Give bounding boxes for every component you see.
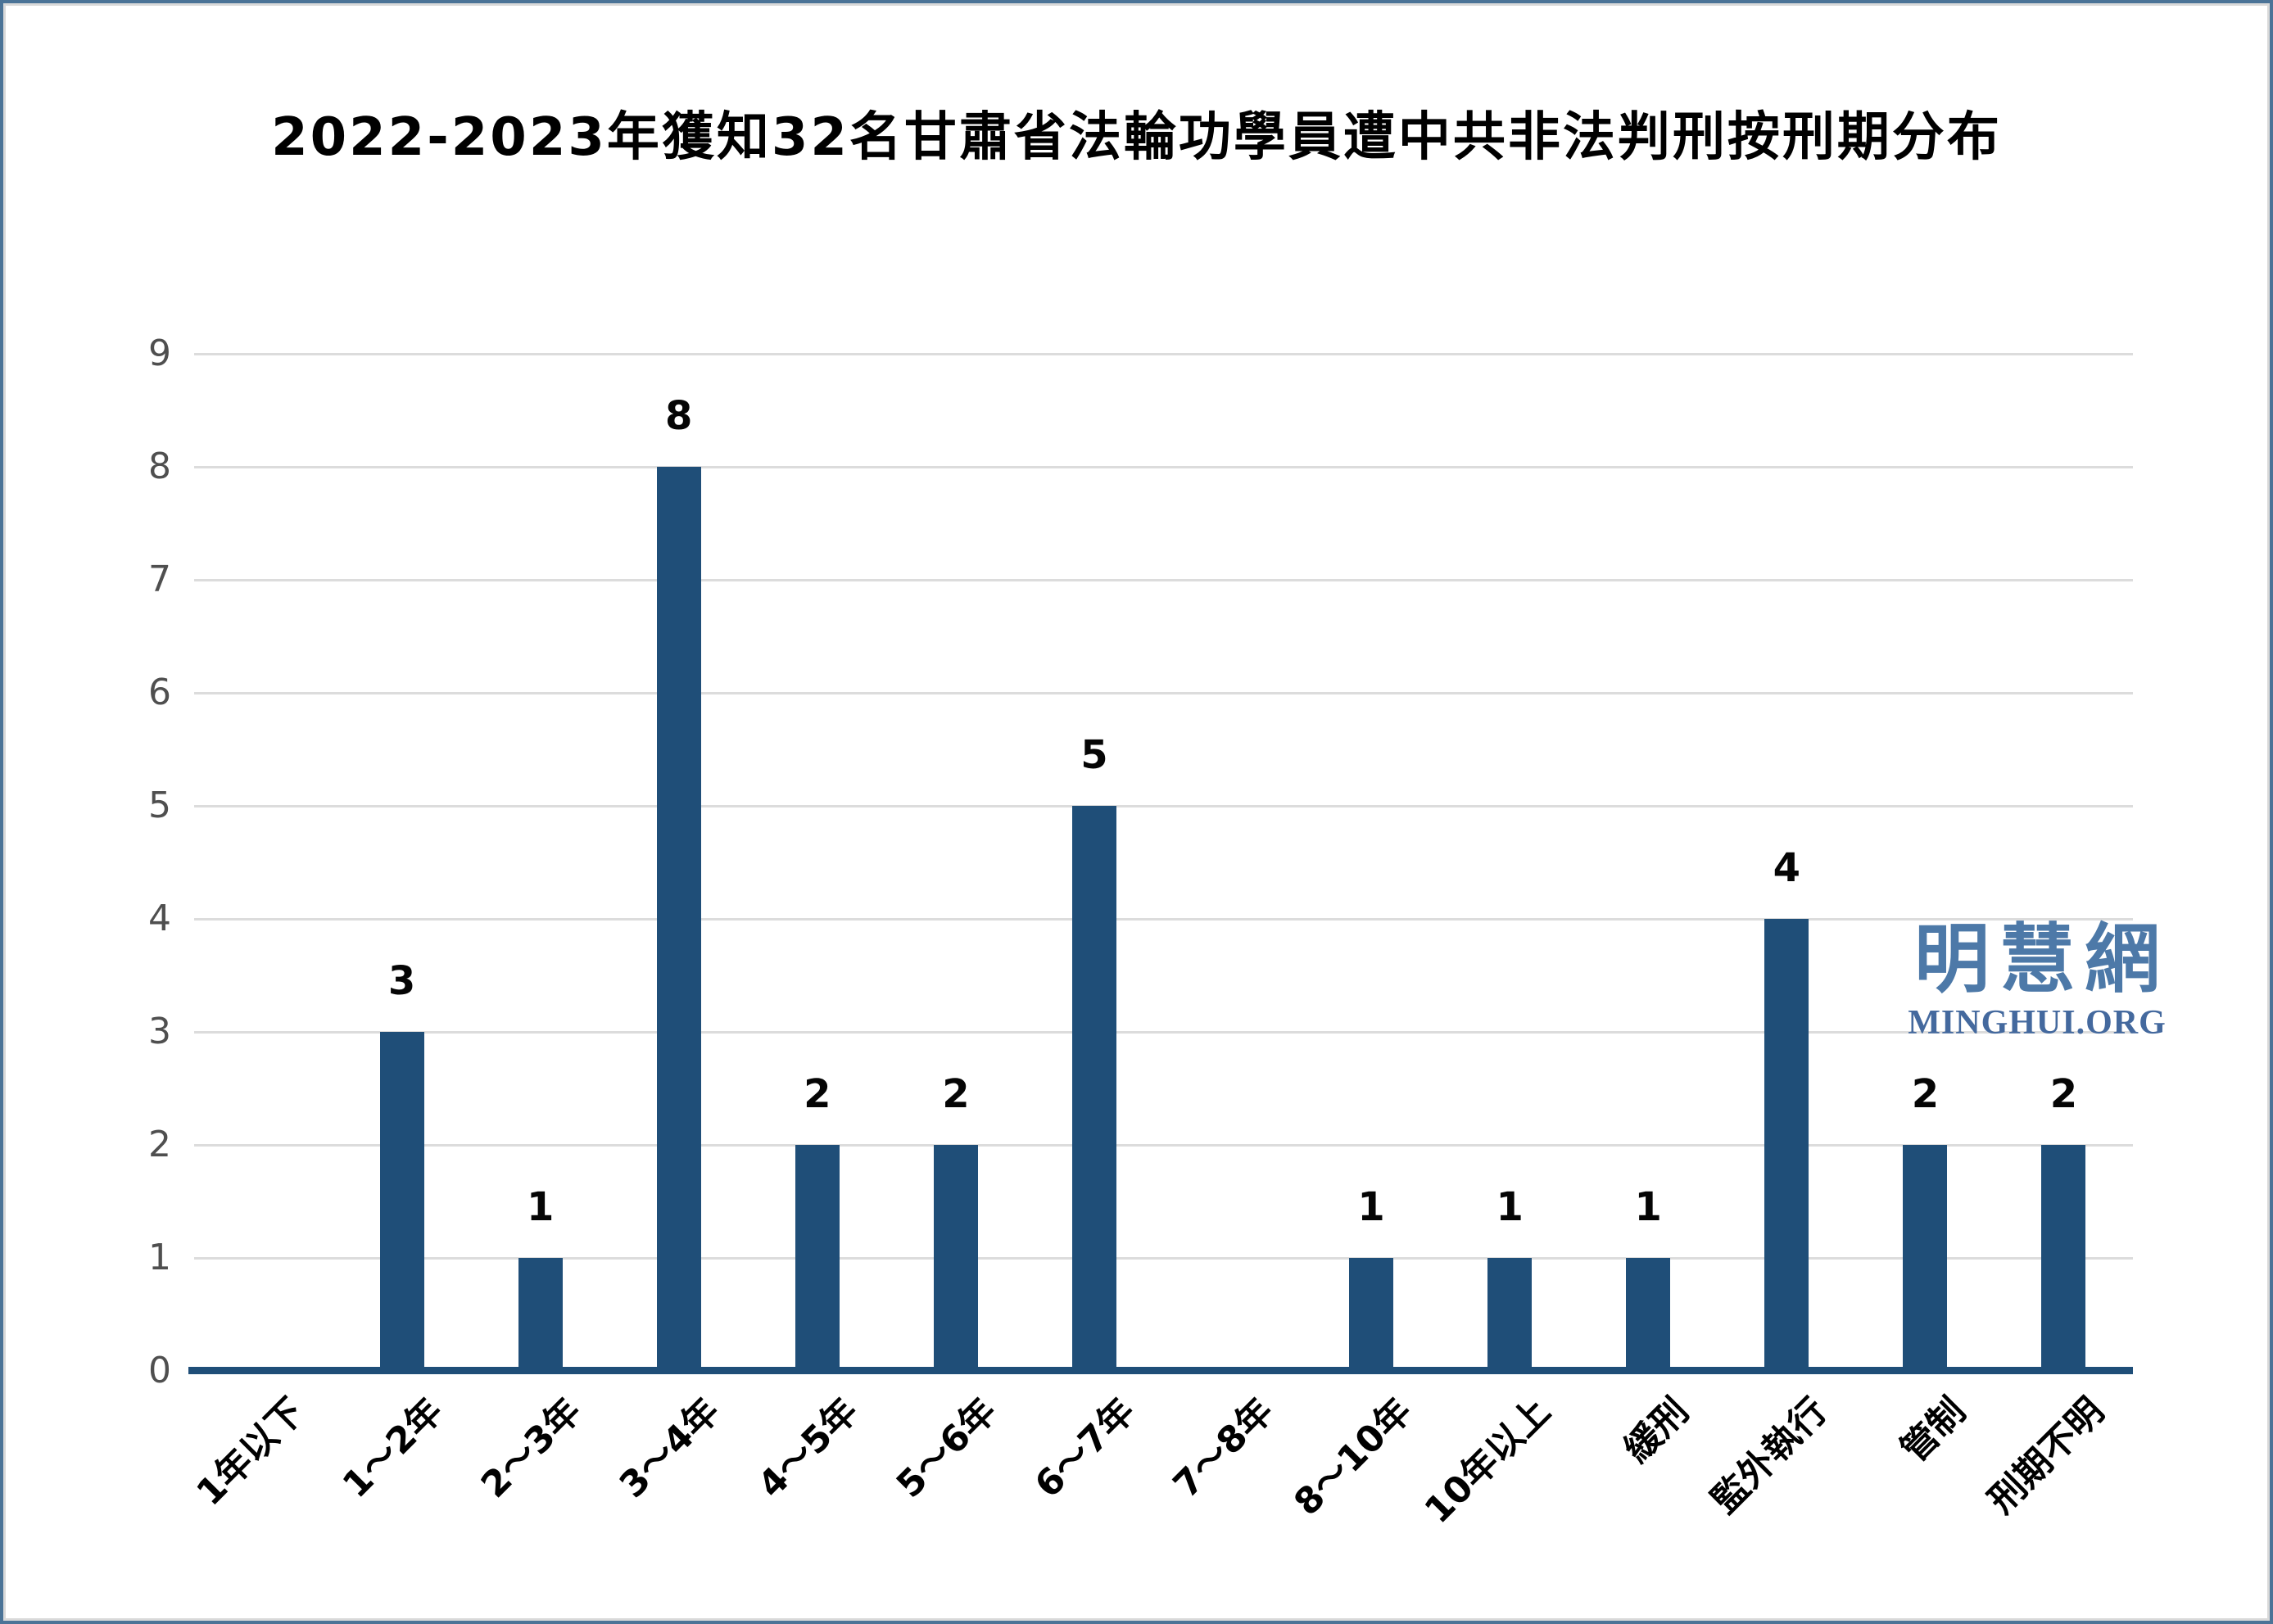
- bar-value-label: 2: [942, 1071, 970, 1117]
- y-tick-label-8: 8: [148, 446, 171, 487]
- bar-5～6年: [933, 1145, 978, 1371]
- bar-value-label: 1: [1496, 1184, 1524, 1230]
- bar-監外執行: [1764, 919, 1809, 1371]
- bar-緩刑: [1626, 1258, 1671, 1371]
- bar-value-label: 2: [1911, 1071, 1940, 1117]
- minghui-logo-latin-text: MINGHUI.ORG: [1908, 1004, 2167, 1042]
- bar-value-label: 1: [1634, 1184, 1662, 1230]
- bar-value-label: 3: [387, 958, 416, 1004]
- chart-title: 2022-2023年獲知32名甘肅省法輪功學員遭中共非法判刑按刑期分布: [271, 107, 2002, 168]
- gridline-3: [194, 1030, 2133, 1034]
- gridline-4: [194, 917, 2133, 921]
- bar-value-label: 2: [2049, 1071, 2078, 1117]
- y-tick-label-5: 5: [148, 785, 171, 826]
- y-tick-label-6: 6: [148, 672, 171, 713]
- y-tick-label-3: 3: [148, 1011, 171, 1052]
- bar-value-label: 5: [1080, 732, 1108, 778]
- gridline-9: [194, 352, 2133, 355]
- bar-刑期不明: [2041, 1145, 2086, 1371]
- x-axis-line: [188, 1367, 2133, 1374]
- gridline-1: [194, 1256, 2133, 1260]
- bar-2～3年: [518, 1258, 563, 1371]
- gridline-8: [194, 465, 2133, 468]
- bar-管制: [1903, 1145, 1948, 1371]
- bar-value-label: 1: [526, 1184, 555, 1230]
- bar-value-label: 8: [665, 393, 693, 439]
- bar-value-label: 4: [1773, 845, 1801, 891]
- bar-4～5年: [795, 1145, 840, 1371]
- minghui-watermark: 明慧網 MINGHUI.ORG: [1902, 922, 2172, 1042]
- y-axis: 0 1 2 3 4 5 6 7 8 9: [3, 332, 171, 1391]
- gridline-7: [194, 578, 2133, 581]
- bar-1～2年: [379, 1032, 424, 1371]
- y-tick-label-2: 2: [148, 1124, 171, 1165]
- gridline-2: [194, 1143, 2133, 1147]
- bar-6～7年: [1071, 806, 1116, 1371]
- gridline-6: [194, 691, 2133, 694]
- y-tick-label-0: 0: [148, 1350, 171, 1391]
- y-tick-label-9: 9: [148, 332, 171, 374]
- bar-value-label: 1: [1357, 1184, 1385, 1230]
- gridline-5: [194, 804, 2133, 807]
- minghui-logo-cjk-text: 明慧網: [1913, 916, 2170, 1003]
- bar-value-label: 2: [804, 1071, 831, 1117]
- x-axis: 1年以下 1～2年 2～3年 3～4年 4～5年 5～6年 6～7年 7～8年 8～10年 10年…: [188, 1389, 2133, 1621]
- bar-3～4年: [656, 467, 701, 1371]
- bar-10年以上: [1487, 1258, 1533, 1371]
- plot-area: 3 1 8 2 2 5 1 1 1 4 2 2: [188, 352, 2133, 1374]
- y-tick-label-4: 4: [148, 898, 171, 939]
- y-tick-label-1: 1: [148, 1237, 171, 1278]
- bar-8～10年: [1349, 1258, 1394, 1371]
- y-tick-label-7: 7: [148, 559, 171, 600]
